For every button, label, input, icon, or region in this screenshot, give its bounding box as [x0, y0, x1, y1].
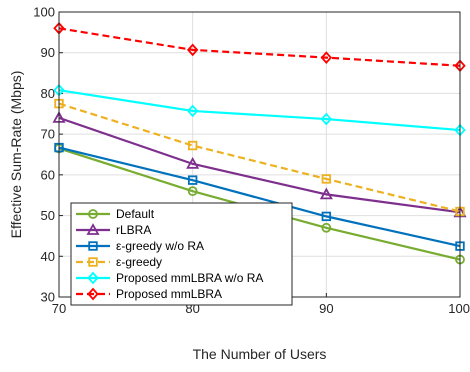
y-tick-label: 90: [41, 45, 55, 60]
legend-item: ε-greedy: [76, 255, 162, 269]
series-line: [58, 102, 461, 213]
x-tick-label: 70: [52, 301, 66, 316]
x-axis-label: The Number of Users: [193, 346, 327, 362]
y-tick-label: 100: [33, 5, 55, 20]
legend-box: [70, 202, 293, 306]
series-line: [58, 116, 461, 214]
data-point: [319, 187, 333, 200]
y-tick-label: 30: [41, 290, 55, 305]
y-tick-label: 70: [41, 127, 55, 142]
legend-label: Default: [116, 207, 155, 221]
series-line: [58, 89, 461, 132]
series-line: [58, 27, 461, 67]
x-tick-label: 100: [448, 301, 470, 316]
y-tick-label: 80: [41, 86, 55, 101]
data-point: [187, 140, 198, 151]
data-point: [186, 43, 199, 57]
legend-label: Proposed mmLBRA: [116, 287, 222, 301]
data-point: [186, 104, 199, 118]
legend-label: ε-greedy w/o RA: [116, 239, 204, 253]
legend-swatch-marker: [87, 271, 99, 285]
legend-item: Default: [76, 207, 155, 221]
y-tick-label: 40: [41, 249, 55, 264]
legend-item: ε-greedy w/o RA: [76, 239, 204, 253]
data-point: [187, 175, 198, 185]
data-point: [321, 174, 332, 184]
y-tick-label: 60: [41, 167, 55, 182]
legend-swatch-marker: [88, 209, 98, 219]
legend: Default rLBRA ε-greedy w/o RA ε-greedy Propo…: [70, 202, 293, 306]
legend-swatch-marker: [86, 223, 100, 235]
x-tick-label: 90: [319, 301, 333, 316]
data-point: [187, 186, 198, 197]
legend-label: rLBRA: [116, 223, 151, 237]
legend-item: Proposed mmLBRA: [76, 287, 222, 301]
data-point: [186, 157, 200, 169]
legend-swatch-marker: [88, 241, 98, 251]
legend-swatch-marker: [88, 257, 98, 267]
legend-item: rLBRA: [76, 223, 151, 237]
data-point: [320, 51, 333, 64]
series-line: [58, 146, 461, 248]
legend-label: ε-greedy: [116, 255, 162, 269]
data-point: [321, 222, 332, 233]
data-point: [320, 112, 333, 126]
legend-swatch-marker: [87, 287, 99, 301]
y-tick-label: 50: [41, 208, 55, 223]
y-axis-label: Effective Sum-Rate (Mbps): [8, 71, 24, 239]
legend-label: Proposed mmLBRA w/o RA: [116, 271, 263, 285]
data-point: [321, 211, 332, 222]
legend-item: Proposed mmLBRA w/o RA: [76, 271, 263, 285]
